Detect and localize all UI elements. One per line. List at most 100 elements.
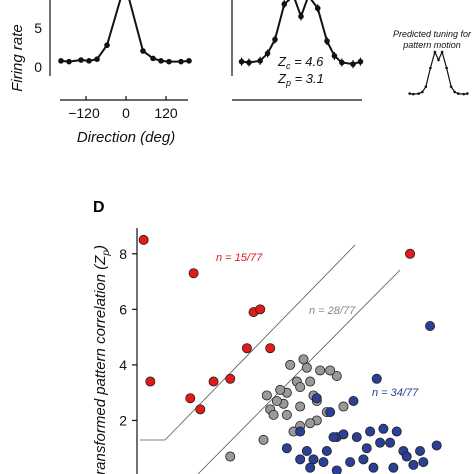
top-right-point [453,90,457,94]
red-point [265,343,276,354]
top-right-plot [408,50,469,96]
red-point [185,393,196,404]
n-blue-label: n = 34/77 [372,387,419,399]
blue-point [431,440,442,451]
top-left-point [140,48,146,54]
red-point [255,304,266,315]
top-right-point [417,92,421,95]
top-middle-point [314,5,321,12]
top-middle-point [257,58,263,64]
top-right-line [409,50,468,95]
blue-point [318,457,329,468]
gray-point [275,384,286,395]
gray-point [295,382,306,393]
top-left-point [150,55,156,62]
red-point [405,248,416,259]
gray-point [261,390,272,401]
top-middle-point [298,13,304,20]
top-left-xtick-neg120: −120 [68,105,100,121]
top-middle-point [339,59,345,66]
blue-point [371,373,382,384]
blue-point [368,462,379,473]
blue-point [408,459,419,470]
blue-point [378,423,389,434]
top-left-point [178,58,184,65]
top-middle-panel: Zc = 4.6 Zp = 3.1 [231,0,364,101]
gray-point [325,365,336,376]
blue-point [365,426,376,437]
panel-d: D transformed pattern correlation (Zp) 2… [92,199,442,474]
top-left-point [94,56,100,62]
gray-point [315,365,326,376]
gray-point [305,418,316,429]
panel-d-ytick-label: 4 [119,357,127,373]
top-left-point [66,58,72,65]
panel-d-ytick-label: 8 [119,246,127,262]
red-point [208,376,219,387]
boundary-upper-diagonal [197,269,401,474]
top-middle-point [331,53,338,59]
blue-point [375,437,386,448]
blue-point [358,454,369,465]
n-red-label: n = 15/77 [216,252,263,264]
gray-point [281,409,292,420]
red-point [195,404,206,415]
top-middle-point [238,58,245,65]
blue-point [361,443,372,454]
top-left-point [186,58,192,64]
blue-point [331,465,342,474]
top-middle-point [350,61,356,67]
top-left-point [86,58,92,64]
blue-point [338,429,349,440]
top-middle-plot [238,0,364,69]
gray-point [301,362,312,373]
gray-point [295,401,306,412]
top-middle-point [357,58,364,65]
top-left-ytick-0: 0 [34,59,42,75]
top-right-point [437,58,440,62]
gray-point [271,395,282,406]
gray-point [298,354,309,365]
zp-label: Zp = 3.1 [277,71,324,88]
blue-point [328,432,339,443]
blue-point [295,454,306,465]
top-right-point [412,92,415,96]
blue-point [425,320,436,331]
blue-point [388,462,399,473]
prediction-caption-1: Predicted tuning for [393,29,472,39]
top-left-plot [58,0,192,65]
blue-point [281,443,292,454]
red-point [241,343,252,354]
top-right-point [466,92,469,95]
blue-point [345,457,356,468]
top-right-point [462,92,466,96]
blue-point [301,445,312,456]
gray-point [331,370,342,381]
gray-point [338,401,349,412]
top-right-point [424,85,428,88]
panel-d-letter: D [93,199,105,216]
panel-d-points [138,234,442,474]
top-middle-point [264,50,271,57]
blue-point [308,454,319,465]
panel-d-ytick-label: 6 [119,301,127,317]
top-right-panel: Predicted tuning for pattern motion [393,29,472,96]
gray-point [305,376,316,387]
top-left-point [58,58,64,64]
top-right-point [457,92,460,95]
top-middle-point [272,36,278,43]
top-left-ylabel: Firing rate [9,24,26,92]
red-point [145,376,156,387]
top-left-line [60,0,190,63]
top-middle-point [281,1,288,7]
panel-d-y-ticks: 2 4 6 8 [119,246,137,428]
blue-point [385,437,396,448]
top-left-point [158,58,164,64]
blue-point [295,426,306,437]
blue-point [418,457,429,468]
top-middle-point [324,38,330,44]
red-point [188,268,199,279]
blue-point [325,407,336,418]
top-left-ytick-5: 5 [34,20,42,36]
